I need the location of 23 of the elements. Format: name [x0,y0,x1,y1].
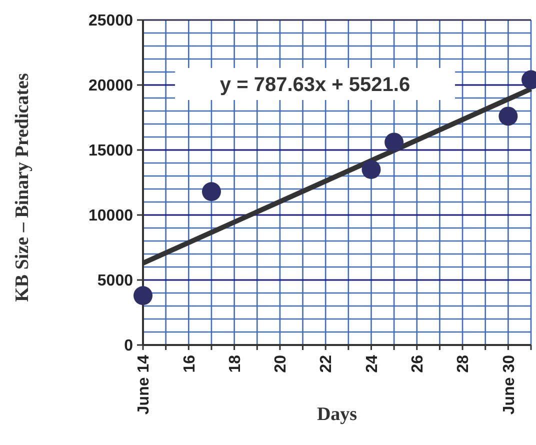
point [384,132,404,152]
x-tick-label: 16 [181,354,198,373]
x-axis-title: Days [316,404,358,425]
point [134,286,152,306]
x-tick-label: 18 [226,354,244,373]
y-tick-label: 20000 [88,78,134,95]
point [498,106,518,126]
x-tick-label: 26 [409,354,426,373]
y-axis-title: KB Size – Binary Predicates [12,73,33,302]
y-tick-label: 0 [124,338,134,355]
x-tick-label: 24 [364,354,381,373]
x-tick-label: 20 [272,354,290,373]
x-tick-label: 22 [318,354,336,373]
x-tick-label: June 30 [500,354,518,415]
point [202,182,221,202]
x-tick-label: June 14 [136,354,153,415]
y-tick-label: 25000 [88,12,134,30]
y-tick-label: 5000 [97,272,134,290]
x-tick-label: 28 [455,354,472,373]
point [362,160,381,179]
y-tick-label: 15000 [88,142,134,160]
y-tick-label: 10000 [88,208,134,225]
annotation: y = 787.63x + 5521.6 [220,74,410,96]
